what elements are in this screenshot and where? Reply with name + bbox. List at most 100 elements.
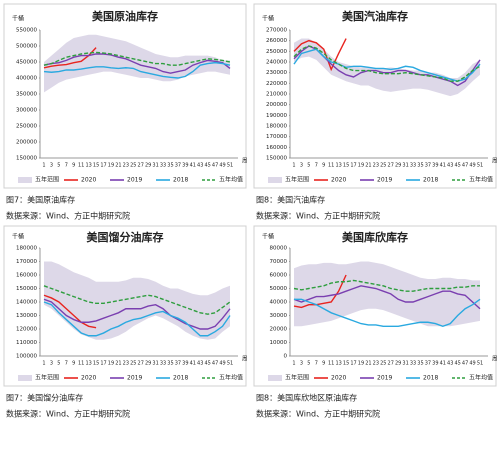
x-tick-label: 15 (93, 361, 99, 367)
legend-label: 2018 (423, 375, 438, 382)
x-tick-label: 25 (380, 361, 386, 367)
x-tick-label: 21 (115, 163, 121, 169)
x-axis-label: 周 (492, 356, 498, 363)
x-tick-label: 39 (432, 163, 438, 169)
y-unit: 千桶 (12, 233, 24, 241)
x-tick-label: 45 (204, 361, 210, 367)
x-axis-label: 周 (492, 158, 498, 165)
legend-label: 五年范围 (35, 374, 59, 382)
figure-caption: 图8：美国库欣地区原油库存 (256, 393, 357, 403)
x-tick-label: 27 (388, 361, 394, 367)
x-tick-label: 27 (138, 163, 144, 169)
legend-label: 五年均值 (469, 176, 493, 184)
x-tick-label: 25 (130, 163, 136, 169)
chart-frame (253, 3, 497, 189)
x-tick-label: 13 (335, 361, 341, 367)
x-tick-label: 11 (328, 163, 334, 169)
x-tick-label: 21 (115, 361, 121, 367)
x-tick-label: 41 (190, 361, 196, 367)
x-tick-label: 45 (454, 163, 460, 169)
x-tick-label: 33 (160, 361, 166, 367)
series-line (43, 53, 231, 74)
x-tick-label: 39 (182, 163, 188, 169)
y-tick-label: 180000 (266, 124, 287, 130)
y-tick-label: 400000 (16, 76, 37, 82)
y-tick-label: 150000 (16, 156, 37, 162)
x-tick-label: 5 (307, 163, 310, 169)
x-tick-label: 21 (365, 163, 371, 169)
x-tick-label: 41 (440, 163, 446, 169)
source-caption: 数据来源：Wind、方正中期研究院 (256, 211, 380, 221)
y-tick-label: 200000 (266, 102, 287, 108)
x-tick-label: 49 (219, 361, 225, 367)
y-tick-label: 230000 (266, 70, 287, 76)
x-tick-label: 9 (322, 361, 325, 367)
y-tick-label: 60000 (270, 273, 288, 279)
series-line (293, 285, 481, 310)
x-tick-label: 9 (322, 163, 325, 169)
series-line (43, 47, 97, 69)
x-tick-label: 3 (50, 361, 53, 367)
series-line (293, 279, 480, 292)
x-tick-label: 19 (358, 361, 364, 367)
range-band (294, 38, 480, 97)
x-tick-label: 17 (100, 361, 106, 367)
range-band (294, 261, 480, 327)
series-line (293, 48, 481, 82)
y-tick-label: 130000 (16, 313, 37, 319)
x-tick-label: 3 (300, 163, 303, 169)
y-tick-label: 100000 (16, 354, 37, 360)
legend-label: 2018 (173, 177, 188, 184)
chart-title: 美国原油库存 (92, 9, 158, 23)
x-tick-label: 9 (72, 163, 75, 169)
series-line (43, 301, 231, 337)
x-tick-label: 29 (145, 163, 151, 169)
x-tick-label: 13 (85, 361, 91, 367)
y-tick-label: 260000 (266, 38, 287, 44)
chart-frame (3, 3, 247, 189)
x-tick-label: 47 (212, 163, 218, 169)
y-tick-label: 220000 (266, 81, 287, 87)
x-tick-label: 7 (65, 163, 68, 169)
x-tick-label: 13 (85, 163, 91, 169)
y-tick-label: 50000 (270, 286, 288, 292)
x-tick-label: 27 (388, 163, 394, 169)
figure-caption: 图8：美国汽油库存 (256, 195, 325, 205)
x-tick-label: 35 (167, 361, 173, 367)
series-line (43, 51, 231, 66)
y-tick-label: 190000 (266, 113, 287, 119)
x-tick-label: 35 (417, 361, 423, 367)
y-tick-label: 350000 (16, 92, 37, 98)
legend-swatch (18, 177, 32, 183)
x-tick-label: 39 (182, 361, 188, 367)
legend-swatch (268, 177, 282, 183)
y-tick-label: 120000 (16, 327, 37, 333)
y-tick-label: 70000 (270, 259, 288, 265)
x-tick-label: 51 (477, 361, 483, 367)
chart-title: 美国库欣库存 (342, 230, 408, 244)
y-tick-label: 240000 (266, 60, 287, 66)
source-caption: 数据来源：Wind、方正中期研究院 (256, 409, 380, 419)
x-tick-label: 7 (315, 163, 318, 169)
y-tick-label: 110000 (16, 340, 37, 346)
x-tick-label: 23 (123, 361, 129, 367)
x-tick-label: 37 (425, 361, 431, 367)
series-line (43, 285, 231, 315)
y-tick-label: 180000 (16, 246, 37, 252)
y-tick-label: 160000 (266, 145, 287, 151)
figure-caption: 图7：美国原油库存 (6, 195, 75, 205)
x-tick-label: 29 (395, 361, 401, 367)
x-tick-label: 17 (350, 163, 356, 169)
y-tick-label: 150000 (16, 286, 37, 292)
y-tick-label: 140000 (16, 300, 37, 306)
x-tick-label: 43 (197, 163, 203, 169)
legend-label: 2019 (377, 177, 392, 184)
x-tick-label: 31 (402, 163, 408, 169)
x-tick-label: 31 (152, 361, 158, 367)
y-tick-label: 170000 (16, 259, 37, 265)
x-tick-label: 43 (447, 361, 453, 367)
legend-label: 五年范围 (285, 176, 309, 184)
y-tick-label: 250000 (266, 49, 287, 55)
y-tick-label: 150000 (266, 156, 287, 162)
legend-label: 2020 (331, 177, 346, 184)
